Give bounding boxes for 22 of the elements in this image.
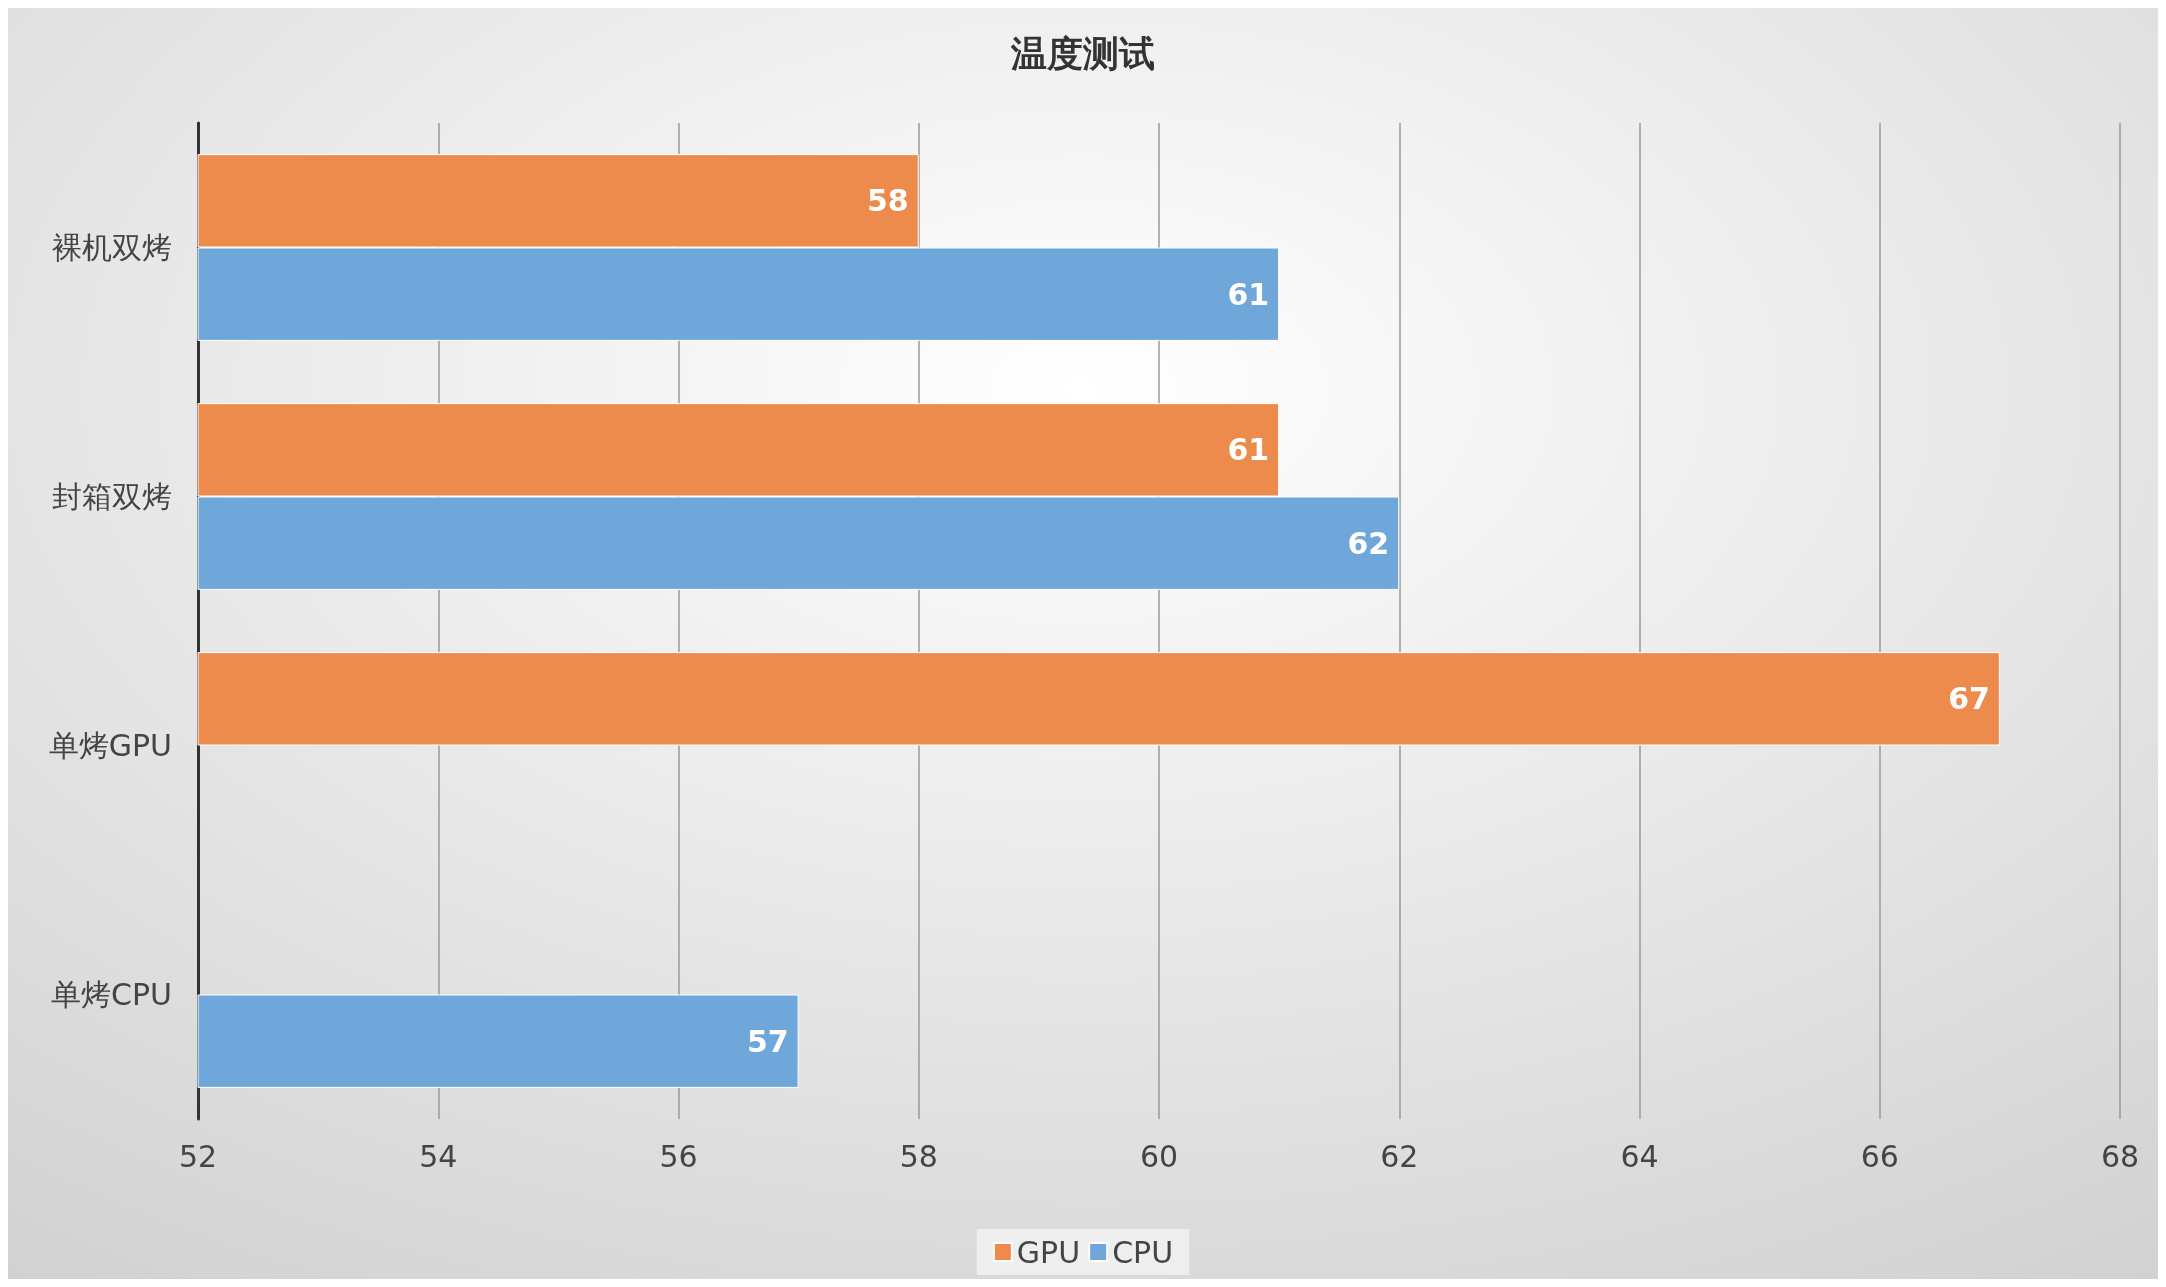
data-label: 58	[867, 183, 909, 219]
data-label: 61	[1227, 432, 1270, 468]
x-tick-label: 62	[1380, 1138, 1419, 1174]
x-tick-label: 54	[419, 1138, 458, 1174]
data-label: 67	[1948, 681, 1990, 717]
y-tick-label: 裸机双烤	[52, 230, 172, 265]
y-tick-label: 单烤GPU	[48, 728, 172, 763]
x-tick-label: 52	[178, 1138, 218, 1174]
y-tick-label: 单烤CPU	[51, 977, 172, 1012]
x-tick-label: 66	[1860, 1138, 1899, 1174]
x-tick-label: 64	[1620, 1138, 1659, 1174]
x-tick-label: 68	[2100, 1138, 2140, 1174]
chart-title: 温度测试	[1010, 32, 1155, 74]
data-label: 62	[1347, 525, 1390, 561]
x-tick-label: 58	[899, 1138, 938, 1174]
legend-label: GPU	[1016, 1234, 1081, 1270]
x-tick-label: 60	[1139, 1138, 1179, 1174]
x-tick-label: 56	[659, 1138, 698, 1174]
legend-label: CPU	[1112, 1234, 1174, 1270]
y-tick-label: 封箱双烤	[52, 479, 172, 514]
data-label: 61	[1227, 276, 1270, 312]
data-label: 57	[746, 1023, 789, 1059]
